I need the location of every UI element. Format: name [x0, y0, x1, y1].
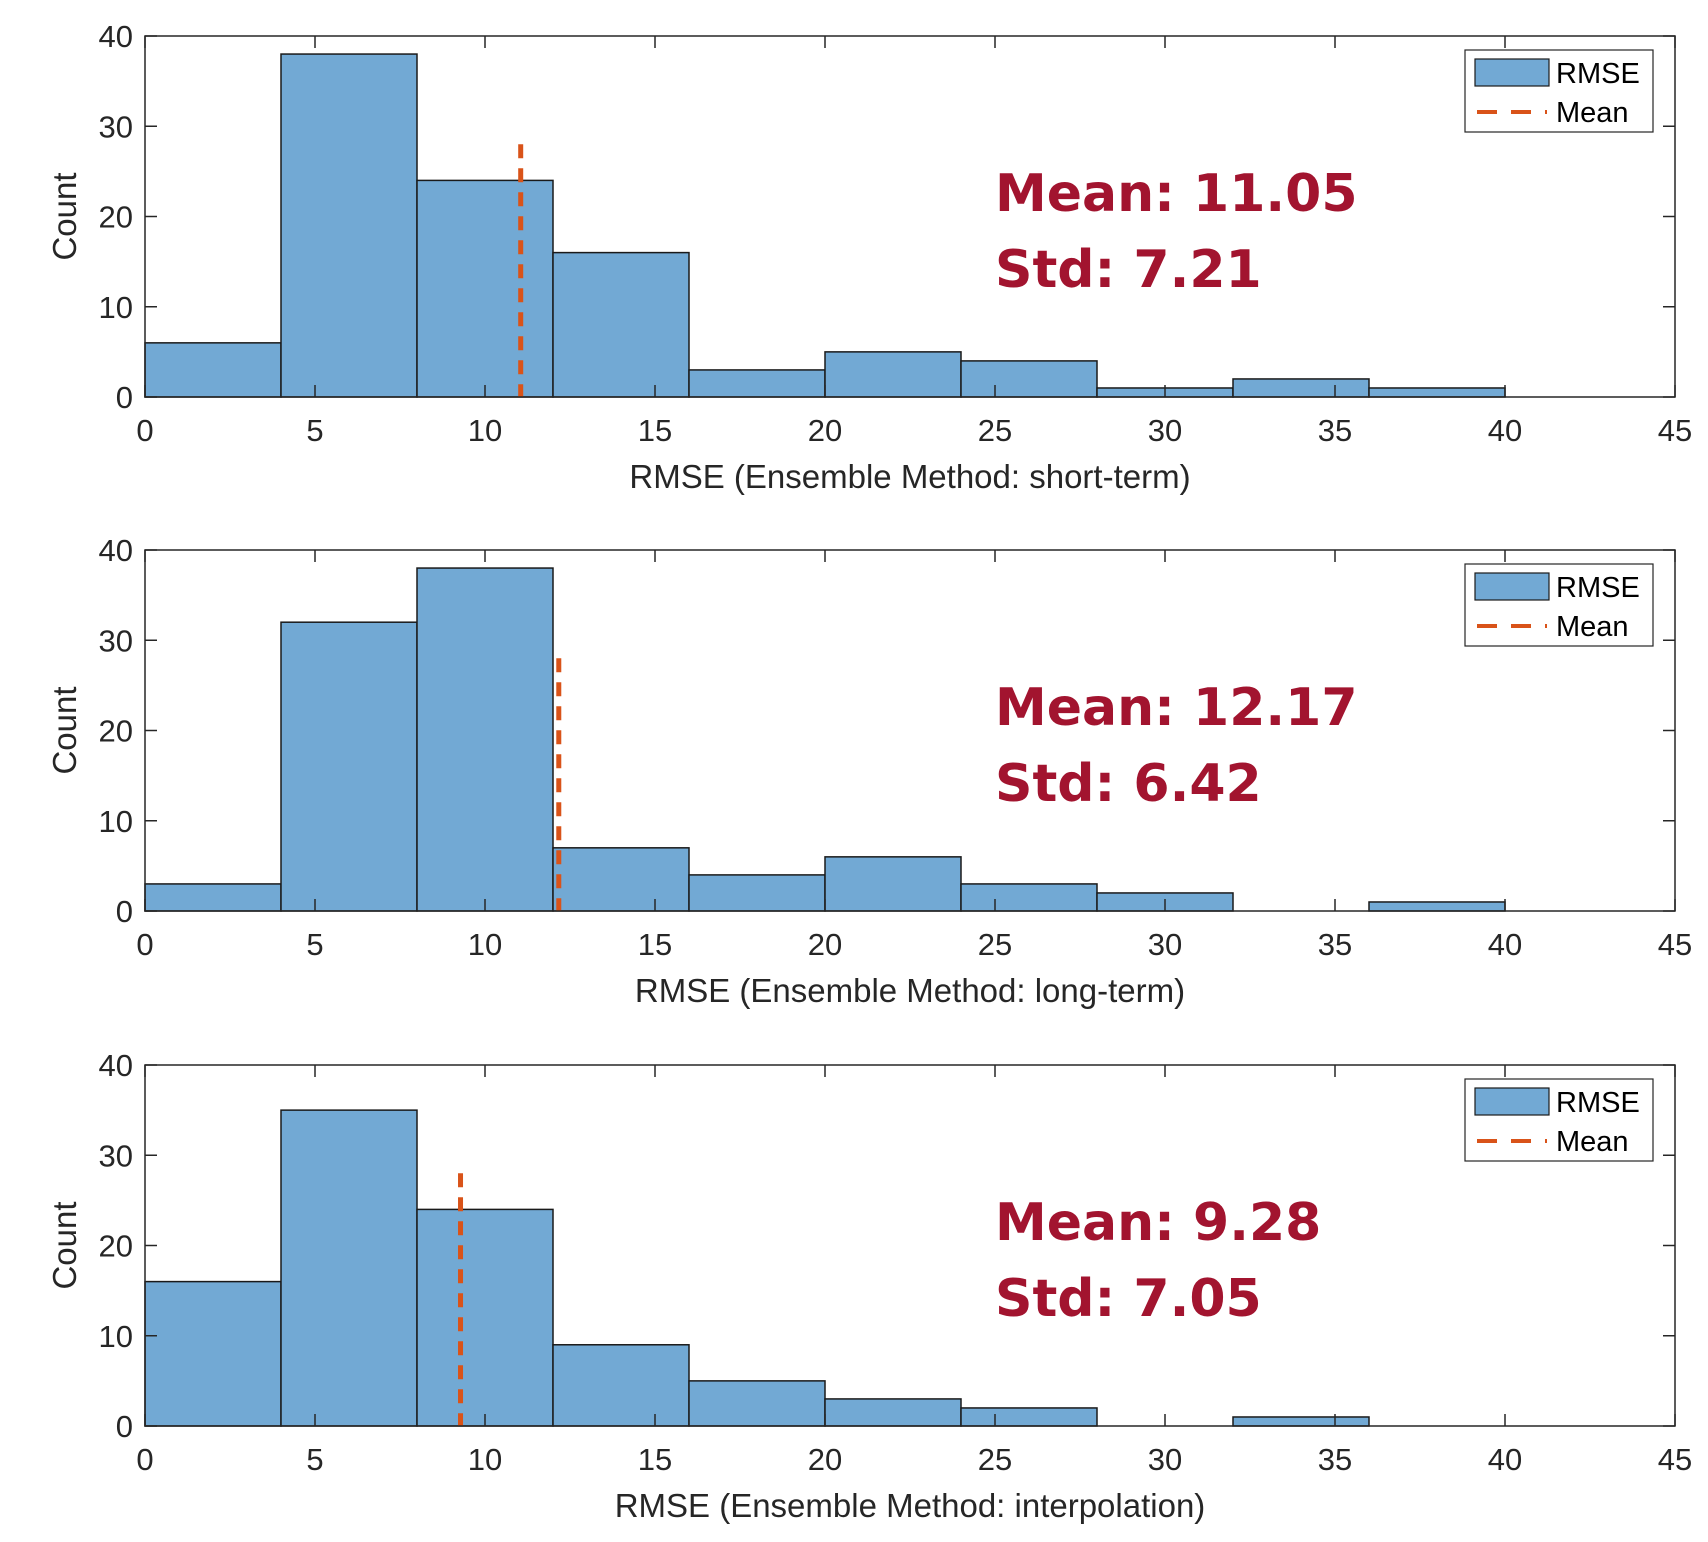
legend-mean-label: Mean [1556, 1126, 1629, 1158]
std-annotation: Std: 6.42 [995, 754, 1262, 814]
x-tick-label: 30 [1148, 1442, 1182, 1477]
y-tick-label: 20 [99, 714, 133, 749]
x-tick-label: 35 [1318, 413, 1352, 448]
x-tick-label: 45 [1658, 927, 1692, 962]
y-tick-label: 20 [99, 1229, 133, 1264]
y-tick-label: 0 [116, 1409, 133, 1444]
histogram-bar [1368, 901, 1506, 912]
legend-rmse-label: RMSE [1556, 572, 1640, 604]
x-tick-label: 35 [1318, 1442, 1352, 1477]
histogram-bar [688, 369, 826, 398]
x-tick-label: 20 [808, 927, 842, 962]
histogram-bar [416, 1208, 554, 1427]
histogram-bar [280, 621, 418, 912]
y-tick-label: 10 [99, 804, 133, 839]
histogram-bar [552, 847, 690, 912]
y-tick-label: 10 [99, 290, 133, 325]
x-tick-label: 0 [136, 413, 153, 448]
y-tick-label: 40 [99, 19, 133, 54]
chart-panel-1: 0 5 10 15 20 25 30 35 40 45 0 10 20 30 40 RMSE (Ensembl… [46, 19, 1692, 495]
x-tick-label: 30 [1148, 927, 1182, 962]
std-annotation: Std: 7.21 [995, 240, 1262, 300]
std-annotation: Std: 7.05 [995, 1269, 1262, 1329]
histogram-bar [688, 1380, 826, 1427]
histogram-bar [824, 1398, 962, 1427]
y-tick-label: 40 [99, 1048, 133, 1083]
x-tick-label: 40 [1488, 413, 1522, 448]
x-tick-label: 40 [1488, 1442, 1522, 1477]
x-tick-label: 45 [1658, 413, 1692, 448]
histogram-bar [552, 251, 690, 398]
x-tick-label: 20 [808, 413, 842, 448]
y-axis-label: Count [46, 172, 83, 260]
y-axis-label: Count [46, 1201, 83, 1289]
histogram-bar [416, 179, 554, 398]
legend-rmse-label: RMSE [1556, 58, 1640, 90]
histogram-bar [1232, 378, 1370, 398]
legend-mean-label: Mean [1556, 97, 1629, 129]
mean-annotation: Mean: 12.17 [995, 678, 1358, 738]
x-tick-label: 0 [136, 927, 153, 962]
legend: RMSE Mean [1464, 49, 1654, 133]
histogram-bar [280, 53, 418, 398]
legend-mean-label: Mean [1556, 611, 1629, 643]
y-tick-label: 30 [99, 623, 133, 658]
x-tick-label: 25 [978, 413, 1012, 448]
histogram-bar [960, 360, 1098, 398]
histogram-bar [552, 1344, 690, 1427]
y-tick-label: 30 [99, 109, 133, 144]
x-tick-label: 25 [978, 1442, 1012, 1477]
x-axis-label: RMSE (Ensemble Method: long-term) [635, 972, 1185, 1009]
histogram-bar [144, 1280, 282, 1427]
histogram-bar [144, 883, 282, 912]
y-tick-label: 0 [116, 380, 133, 415]
x-tick-label: 15 [638, 927, 672, 962]
legend: RMSE Mean [1464, 563, 1654, 647]
histogram-bar [416, 567, 554, 912]
x-tick-label: 45 [1658, 1442, 1692, 1477]
mean-annotation: Mean: 9.28 [995, 1193, 1321, 1253]
legend-rmse-swatch [1474, 58, 1550, 87]
x-tick-label: 40 [1488, 927, 1522, 962]
y-tick-label: 0 [116, 894, 133, 929]
legend: RMSE Mean [1464, 1078, 1654, 1162]
histogram-bar [1232, 1416, 1370, 1427]
y-tick-label: 30 [99, 1138, 133, 1173]
histogram-bar [824, 856, 962, 912]
x-tick-label: 0 [136, 1442, 153, 1477]
y-tick-label: 40 [99, 533, 133, 568]
x-tick-label: 35 [1318, 927, 1352, 962]
x-tick-label: 20 [808, 1442, 842, 1477]
legend-rmse-swatch [1474, 1087, 1550, 1116]
chart-panel-3: 0 5 10 15 20 25 30 35 40 45 0 10 20 30 40 RMSE (Ensembl… [46, 1048, 1692, 1524]
histogram-bar [1368, 387, 1506, 398]
mean-annotation: Mean: 11.05 [995, 164, 1358, 224]
x-tick-label: 5 [306, 413, 323, 448]
x-axis-label: RMSE (Ensemble Method: interpolation) [615, 1487, 1206, 1524]
legend-rmse-label: RMSE [1556, 1087, 1640, 1119]
histogram-bar [960, 883, 1098, 912]
histogram-bar [688, 874, 826, 912]
legend-rmse-swatch [1474, 572, 1550, 601]
x-tick-label: 10 [468, 927, 502, 962]
histogram-bar [144, 342, 282, 398]
x-tick-label: 30 [1148, 413, 1182, 448]
x-tick-label: 15 [638, 1442, 672, 1477]
x-tick-label: 10 [468, 1442, 502, 1477]
y-tick-label: 10 [99, 1319, 133, 1354]
y-axis-label: Count [46, 686, 83, 774]
x-tick-label: 5 [306, 1442, 323, 1477]
histogram-bar [824, 351, 962, 398]
x-tick-label: 10 [468, 413, 502, 448]
x-tick-label: 5 [306, 927, 323, 962]
x-axis-label: RMSE (Ensemble Method: short-term) [629, 458, 1190, 495]
x-tick-label: 15 [638, 413, 672, 448]
x-tick-label: 25 [978, 927, 1012, 962]
y-tick-label: 20 [99, 200, 133, 235]
histogram-bar [960, 1407, 1098, 1427]
histogram-bar [280, 1109, 418, 1427]
chart-panel-2: 0 5 10 15 20 25 30 35 40 45 0 10 20 30 40 RMSE (Ensembl… [46, 533, 1692, 1009]
